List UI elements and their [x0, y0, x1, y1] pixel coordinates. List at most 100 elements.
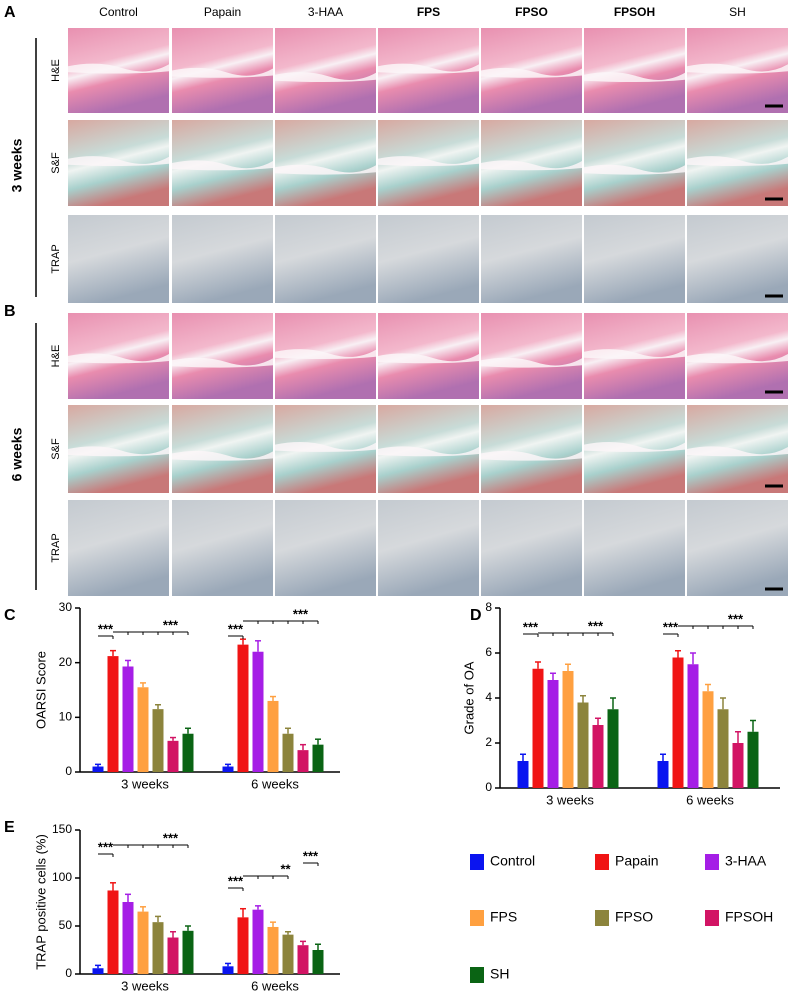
panel-label: B	[4, 303, 16, 320]
legend-label: FPSOH	[725, 909, 773, 925]
bar	[107, 890, 119, 974]
joint-space	[481, 67, 582, 78]
y-tick-label: 100	[52, 870, 72, 884]
legend-label: SH	[490, 966, 509, 982]
bar	[267, 700, 279, 772]
bar	[592, 725, 604, 788]
bar	[122, 902, 134, 974]
panel-label: E	[4, 819, 15, 836]
joint-space	[687, 63, 788, 74]
stain-label: S&F	[50, 152, 62, 174]
joint-space	[584, 349, 685, 359]
y-tick-label: 150	[52, 822, 72, 836]
panel-label: D	[470, 607, 482, 624]
histology-image	[687, 215, 788, 303]
bar	[222, 966, 234, 974]
bar	[92, 968, 104, 974]
bar	[717, 709, 729, 788]
legend-label: FPS	[490, 909, 517, 925]
bar	[237, 917, 249, 974]
legend-swatch	[470, 910, 484, 926]
significance-label: ***	[163, 830, 179, 845]
significance-label: **	[280, 861, 291, 876]
x-tick-label: 6 weeks	[251, 978, 299, 993]
bar	[747, 731, 759, 788]
histology-image	[275, 120, 376, 206]
bar	[297, 945, 309, 974]
y-tick-label: 20	[59, 655, 73, 669]
x-tick-label: 6 weeks	[686, 792, 734, 807]
y-tick-label: 0	[485, 780, 492, 794]
bar	[252, 651, 264, 772]
joint-space	[584, 72, 685, 83]
y-tick-label: 4	[485, 690, 492, 704]
bar	[92, 766, 104, 772]
y-axis-title: OARSI Score	[33, 651, 48, 729]
bar	[297, 750, 309, 772]
histology-image	[275, 28, 376, 113]
significance-label: ***	[523, 619, 539, 634]
legend-swatch	[705, 910, 719, 926]
stain-label: H&E	[50, 59, 62, 82]
joint-space	[275, 349, 376, 359]
joint-space	[172, 67, 273, 78]
bar	[607, 709, 619, 788]
joint-space	[584, 164, 685, 175]
bar	[182, 733, 194, 772]
bar	[657, 761, 669, 788]
x-tick-label: 3 weeks	[121, 978, 169, 993]
histology-image	[378, 215, 479, 303]
significance-label: ***	[293, 606, 309, 621]
bar	[167, 740, 179, 772]
y-tick-label: 10	[59, 710, 73, 724]
column-label: 3-HAA	[308, 5, 343, 19]
bar	[222, 766, 234, 772]
x-tick-label: 3 weeks	[121, 776, 169, 791]
bar	[182, 930, 194, 974]
histology-image	[172, 215, 273, 303]
bar	[562, 671, 574, 788]
significance-label: ***	[163, 617, 179, 632]
legend-label: 3-HAA	[725, 853, 767, 869]
column-label: FPS	[417, 5, 440, 19]
y-tick-label: 2	[485, 735, 492, 749]
bar	[672, 657, 684, 788]
joint-space	[378, 156, 479, 166]
significance-label: ***	[663, 619, 679, 634]
histology-image	[172, 405, 273, 493]
x-tick-label: 3 weeks	[546, 792, 594, 807]
bar	[107, 656, 119, 772]
bar	[312, 744, 324, 772]
y-tick-label: 0	[65, 764, 72, 778]
significance-label: ***	[303, 848, 319, 863]
joint-space	[481, 160, 582, 171]
bar	[532, 668, 544, 788]
panel-label: A	[4, 4, 16, 21]
joint-space	[275, 164, 376, 175]
histology-grid: Control Papain 3-HAA FPS FPSO FPSOH SH A B 3 week…	[4, 4, 788, 596]
stain-label: S&F	[50, 438, 62, 460]
histology-image	[378, 500, 479, 596]
legend-label: Papain	[615, 853, 659, 869]
column-label: SH	[729, 5, 746, 19]
stain-label: TRAP	[50, 533, 62, 562]
histology-image	[584, 120, 685, 206]
bar	[137, 687, 149, 772]
y-tick-label: 30	[59, 600, 73, 614]
bar	[312, 950, 324, 974]
histology-image	[172, 500, 273, 596]
bar	[687, 664, 699, 788]
legend-label: Control	[490, 853, 535, 869]
bar	[732, 743, 744, 788]
significance-label: ***	[228, 873, 244, 888]
panel-label: C	[4, 607, 16, 624]
legend-swatch	[470, 967, 484, 983]
joint-space	[481, 357, 582, 368]
stain-label: H&E	[50, 345, 62, 368]
significance-label: ***	[588, 618, 604, 633]
significance-label: ***	[228, 621, 244, 636]
bar	[237, 644, 249, 772]
legend-label: FPSO	[615, 909, 653, 925]
bar	[152, 709, 164, 772]
